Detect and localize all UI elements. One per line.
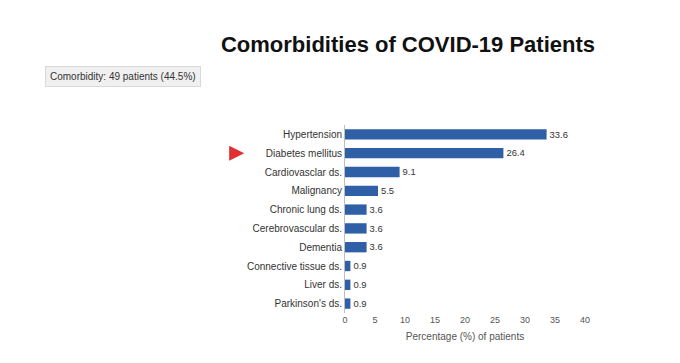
svg-text:0.9: 0.9 xyxy=(353,260,366,271)
svg-text:Malignancy: Malignancy xyxy=(291,185,342,196)
svg-text:25: 25 xyxy=(490,315,500,325)
svg-text:Liver ds.: Liver ds. xyxy=(304,279,342,290)
svg-text:5.5: 5.5 xyxy=(381,185,394,196)
svg-text:Diabetes mellitus: Diabetes mellitus xyxy=(266,148,342,159)
svg-text:Parkinson's ds.: Parkinson's ds. xyxy=(275,298,343,309)
svg-text:Comorbidities of COVID-19 Pati: Comorbidities of COVID-19 Patients xyxy=(221,32,595,57)
svg-text:35: 35 xyxy=(550,315,560,325)
svg-text:3.6: 3.6 xyxy=(370,223,383,234)
svg-text:3.6: 3.6 xyxy=(370,241,383,252)
svg-text:33.6: 33.6 xyxy=(550,129,568,140)
svg-text:0.9: 0.9 xyxy=(353,279,366,290)
svg-text:Cardiovasclar ds.: Cardiovasclar ds. xyxy=(265,167,342,178)
svg-text:20: 20 xyxy=(460,315,470,325)
svg-text:Hypertension: Hypertension xyxy=(283,129,342,140)
svg-text:Comorbidity: 49 patients (44.5: Comorbidity: 49 patients (44.5%) xyxy=(50,71,196,82)
svg-text:30: 30 xyxy=(520,315,530,325)
svg-text:0: 0 xyxy=(342,315,347,325)
svg-text:26.4: 26.4 xyxy=(506,147,524,158)
svg-text:Chronic lung ds.: Chronic lung ds. xyxy=(270,204,342,215)
svg-text:Connective tissue ds.: Connective tissue ds. xyxy=(247,261,342,272)
svg-text:15: 15 xyxy=(430,315,440,325)
svg-text:3.6: 3.6 xyxy=(370,204,383,215)
svg-text:5: 5 xyxy=(372,315,377,325)
svg-text:10: 10 xyxy=(400,315,410,325)
svg-text:9.1: 9.1 xyxy=(403,166,416,177)
svg-text:40: 40 xyxy=(580,315,590,325)
svg-text:0.9: 0.9 xyxy=(353,298,366,309)
svg-text:Percentage (%) of patients: Percentage (%) of patients xyxy=(406,331,524,342)
svg-text:Dementia: Dementia xyxy=(299,242,342,253)
svg-text:Cerebrovascular ds.: Cerebrovascular ds. xyxy=(253,223,342,234)
